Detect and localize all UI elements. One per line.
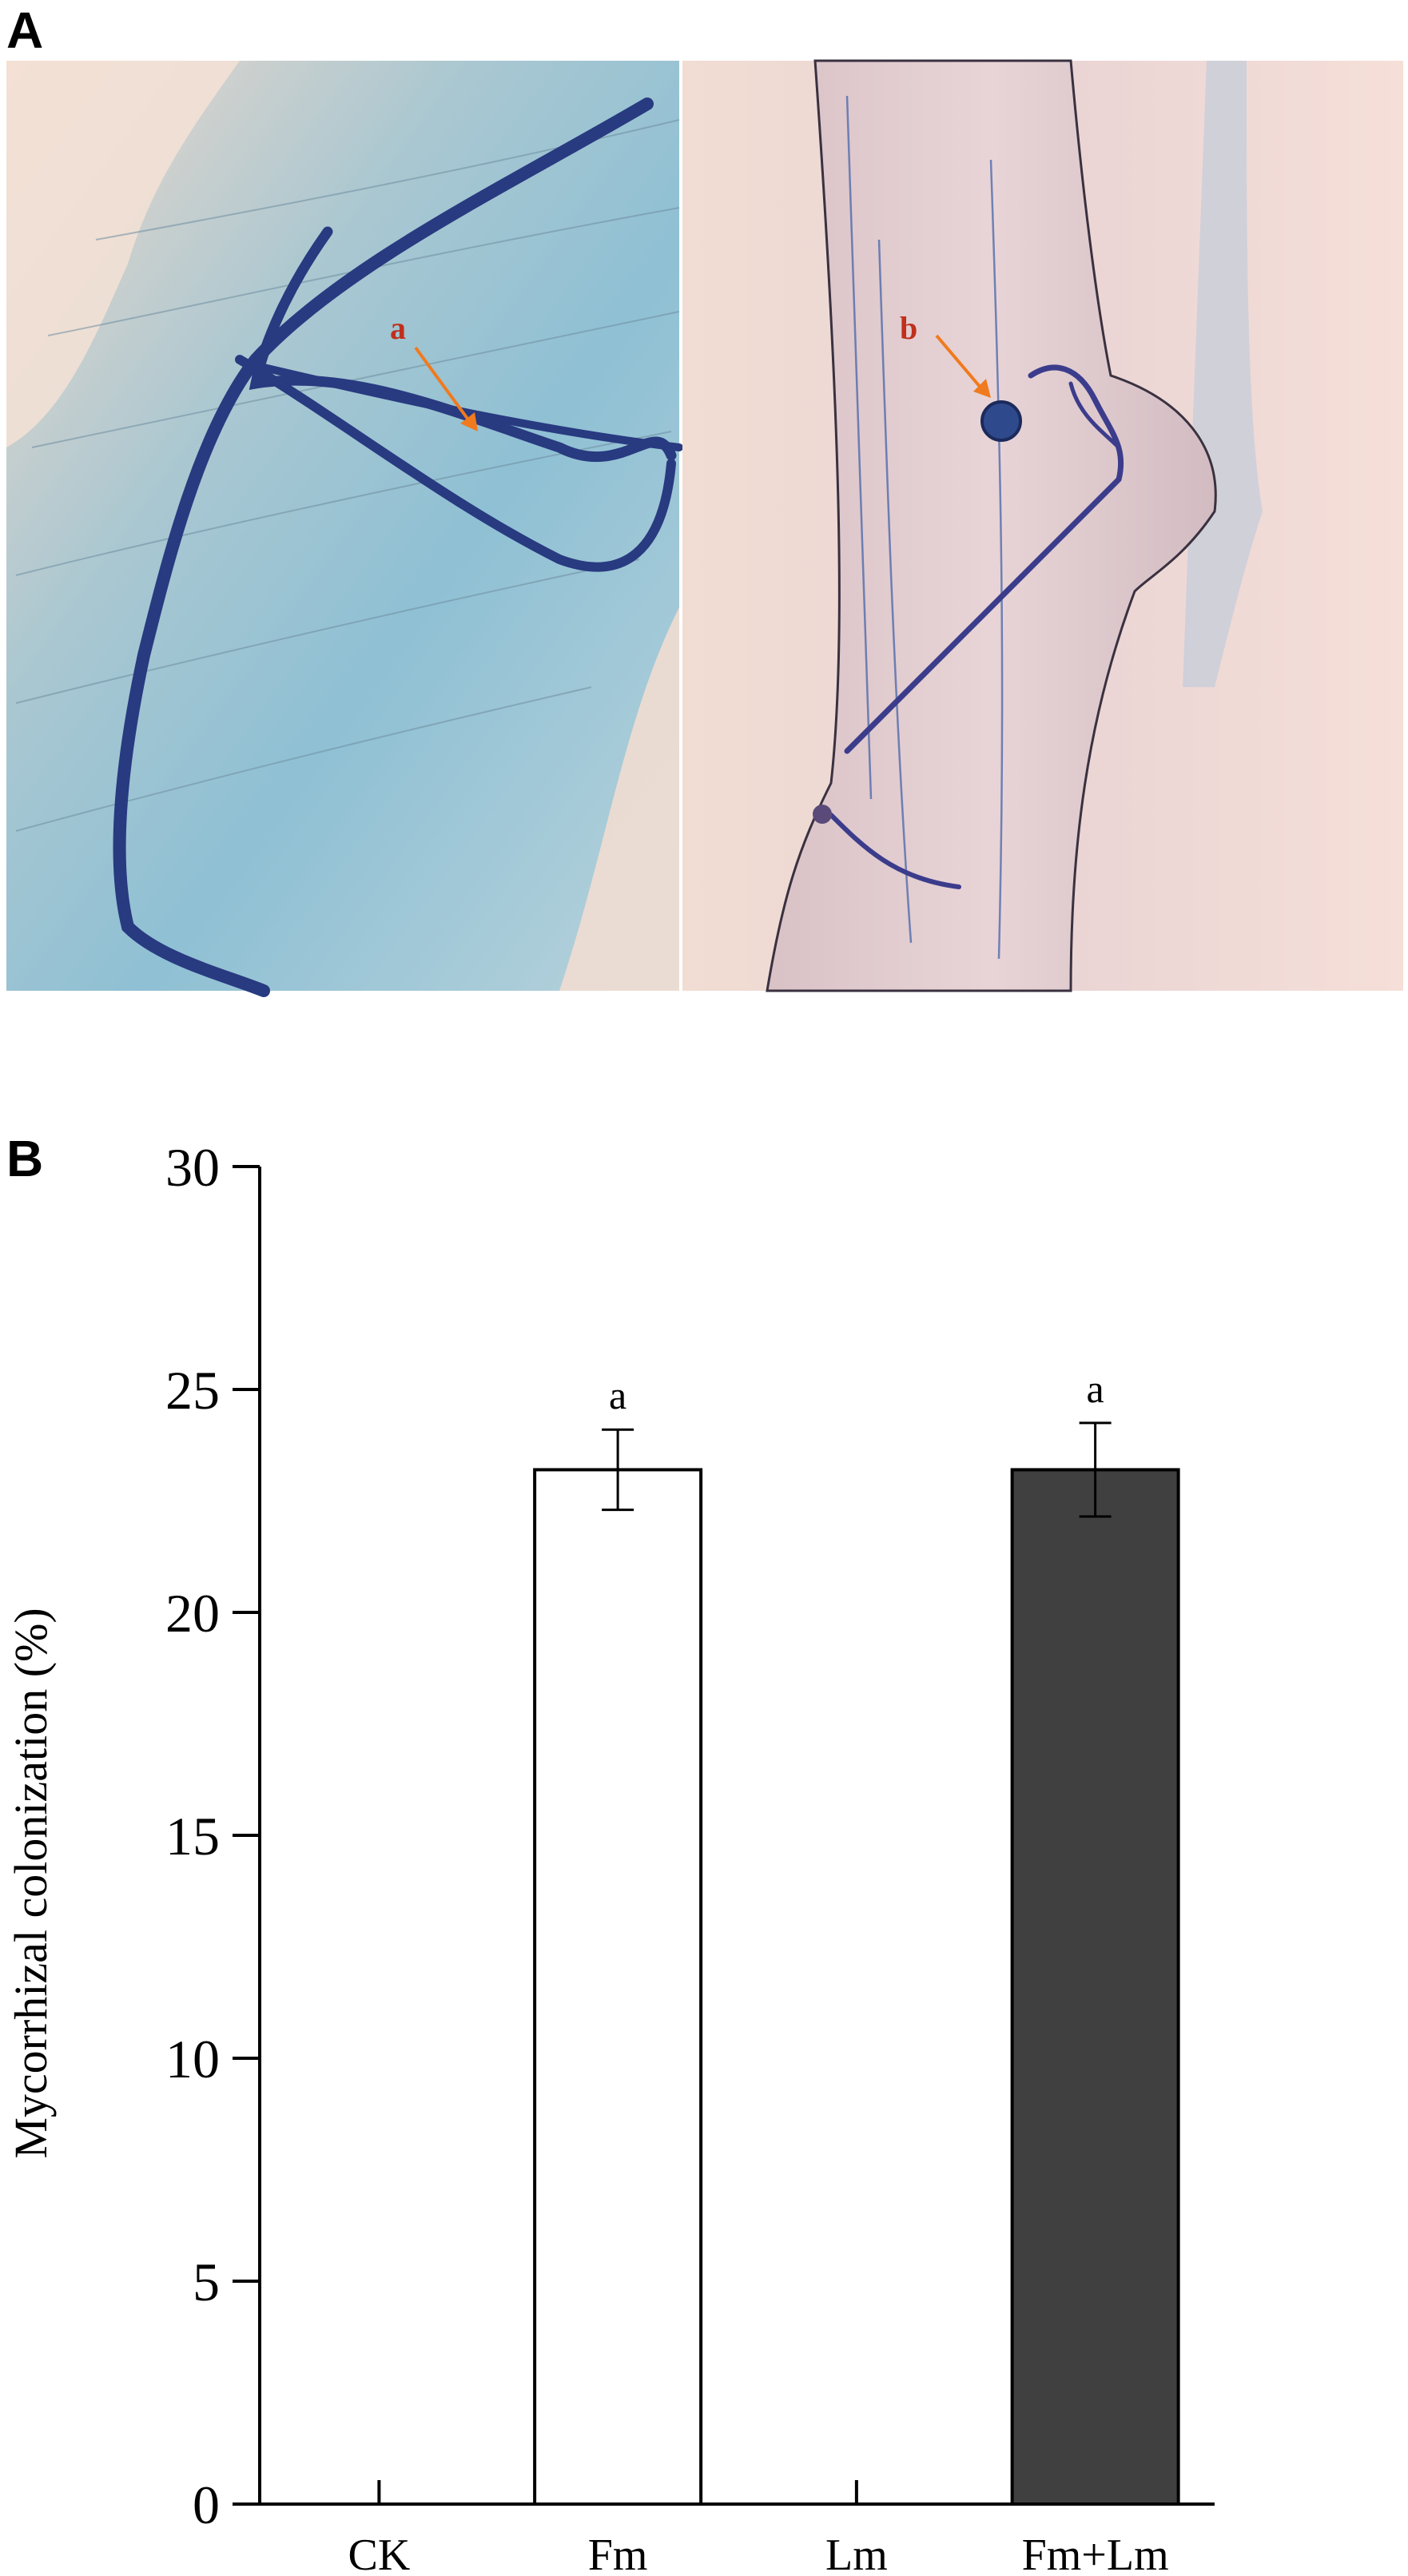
- micrograph-right: b: [682, 59, 1403, 992]
- annotation-arrow-b: [935, 334, 983, 390]
- x-tick-label: Fm: [588, 2530, 648, 2576]
- y-tick-label: 25: [165, 1360, 220, 1421]
- y-tick-label: 0: [193, 2475, 220, 2535]
- x-tick-label: Fm+Lm: [1022, 2530, 1169, 2576]
- x-tick-label: Lm: [825, 2530, 888, 2576]
- panel-a-label: A: [6, 2, 44, 59]
- significance-letter: a: [609, 1373, 626, 1417]
- panel-a-micrographs: a b: [6, 59, 1403, 997]
- panel-b-label: B: [6, 1130, 44, 1187]
- y-tick-label: 10: [165, 2029, 220, 2089]
- bar-fm: [533, 1468, 703, 2506]
- micrograph-left: a: [6, 61, 683, 997]
- bar-fm-lm: [1010, 1468, 1180, 2506]
- vesicle-structure: [980, 400, 1022, 442]
- panel-b-bar-chart: 0 5 10 15 20 25 30 Mycorrhizal colonization (%)…: [5, 1137, 1215, 2576]
- x-tick-label: CK: [348, 2530, 410, 2576]
- y-tick-label: 5: [193, 2252, 220, 2312]
- y-tick-label: 30: [165, 1137, 220, 1198]
- annotation-label-a: a: [390, 310, 406, 346]
- significance-letter: a: [1087, 1366, 1104, 1411]
- annotation-label-b: b: [900, 310, 917, 346]
- y-axis-title: Mycorrhizal colonization (%): [5, 1608, 57, 2158]
- annotation-arrow-a: [414, 346, 471, 423]
- y-tick-label: 15: [165, 1806, 220, 1866]
- y-tick-label: 20: [165, 1583, 220, 1644]
